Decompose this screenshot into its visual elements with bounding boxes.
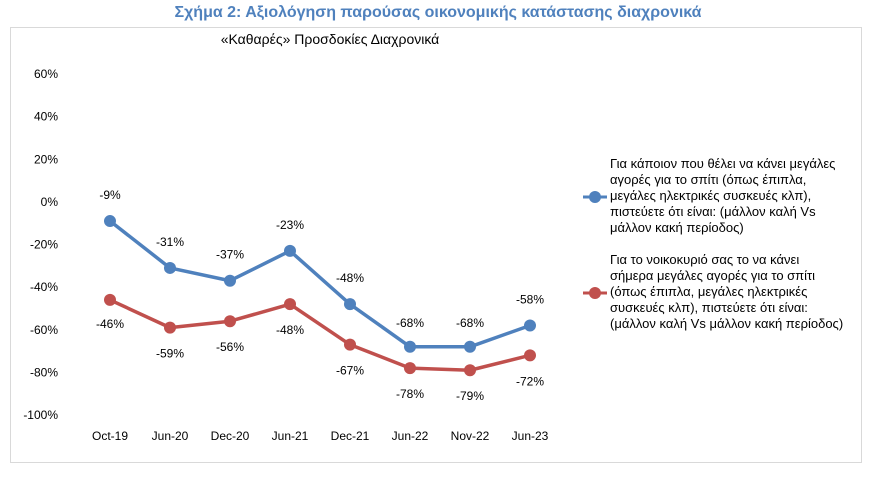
series-2-point xyxy=(404,362,416,375)
x-tick-label: Jun-22 xyxy=(392,429,429,443)
series-1-data-label: -68% xyxy=(396,316,424,330)
x-tick-label: Jun-23 xyxy=(512,429,549,443)
series-1-data-label: -48% xyxy=(336,271,364,285)
series-1-line xyxy=(108,219,531,349)
figure-title: Σχήμα 2: Αξιολόγηση παρούσας οικονομικής… xyxy=(174,4,702,21)
y-tick-label: -60% xyxy=(30,323,58,337)
chart-frame xyxy=(10,27,862,463)
series-2-data-label: -78% xyxy=(396,387,424,401)
y-tick-label: -20% xyxy=(30,238,58,252)
legend-marker-series-1 xyxy=(583,191,607,203)
series-2-point xyxy=(284,298,296,311)
series-2-data-label: -79% xyxy=(456,389,484,403)
series-2-point xyxy=(464,364,476,377)
series-1-point xyxy=(464,340,476,353)
series-1-data-label: -37% xyxy=(216,248,244,262)
series-2-data-label: -67% xyxy=(336,364,364,378)
y-tick-label: 60% xyxy=(34,67,58,81)
series-1-point xyxy=(224,274,236,287)
x-tick-label: Dec-20 xyxy=(211,429,250,443)
x-tick-label: Dec-21 xyxy=(331,429,370,443)
series-1-data-label: -31% xyxy=(156,235,184,249)
x-tick-label: Oct-19 xyxy=(92,429,128,443)
series-1-point xyxy=(404,340,416,353)
series-2-point xyxy=(224,315,236,328)
series-2-data-label: -46% xyxy=(96,317,124,331)
series-2-point xyxy=(104,293,116,306)
series-2-data-label: -48% xyxy=(276,323,304,337)
chart-title: «Καθαρές» Προσδοκίες Διαχρονικά xyxy=(220,31,440,47)
series-1-data-label: -23% xyxy=(276,218,304,232)
series-1-data-label: -9% xyxy=(99,188,121,202)
y-tick-label: -100% xyxy=(23,408,58,422)
series-1-point xyxy=(344,298,356,311)
y-tick-label: -40% xyxy=(30,280,58,294)
series-2-line xyxy=(109,298,531,372)
series-2-data-label: -72% xyxy=(516,374,544,388)
series-1-point xyxy=(164,261,176,274)
series-1-point xyxy=(524,319,536,332)
x-tick-label: Jun-21 xyxy=(272,429,309,443)
legend-label-series-2: Για το νοικοκυριό σας το να κάνει σήμερα… xyxy=(610,252,844,331)
series-2-point xyxy=(164,321,176,334)
legend-item-series-2: Για το νοικοκυριό σας το να κάνει σήμερα… xyxy=(583,252,844,332)
y-tick-label: 20% xyxy=(34,152,58,166)
series-2-point xyxy=(524,349,536,362)
series-1-data-label: -58% xyxy=(516,292,544,306)
x-tick-label: Nov-22 xyxy=(451,429,490,443)
series-2-data-label: -59% xyxy=(156,347,184,361)
y-tick-label: 0% xyxy=(41,195,59,209)
legend-label-series-1: Για κάποιον που θέλει να κάνει μεγάλες α… xyxy=(610,156,836,235)
series-1-point xyxy=(104,215,116,228)
legend-marker-series-2 xyxy=(583,287,607,299)
series-1-data-label: -68% xyxy=(456,316,484,330)
series-2-data-label: -56% xyxy=(216,340,244,354)
series-2-point xyxy=(344,338,356,351)
series-1-point xyxy=(284,244,296,257)
legend-item-series-1: Για κάποιον που θέλει να κάνει μεγάλες α… xyxy=(583,156,844,236)
y-tick-label: -80% xyxy=(30,365,58,379)
y-tick-label: 40% xyxy=(34,110,58,124)
x-tick-label: Jun-20 xyxy=(152,429,189,443)
